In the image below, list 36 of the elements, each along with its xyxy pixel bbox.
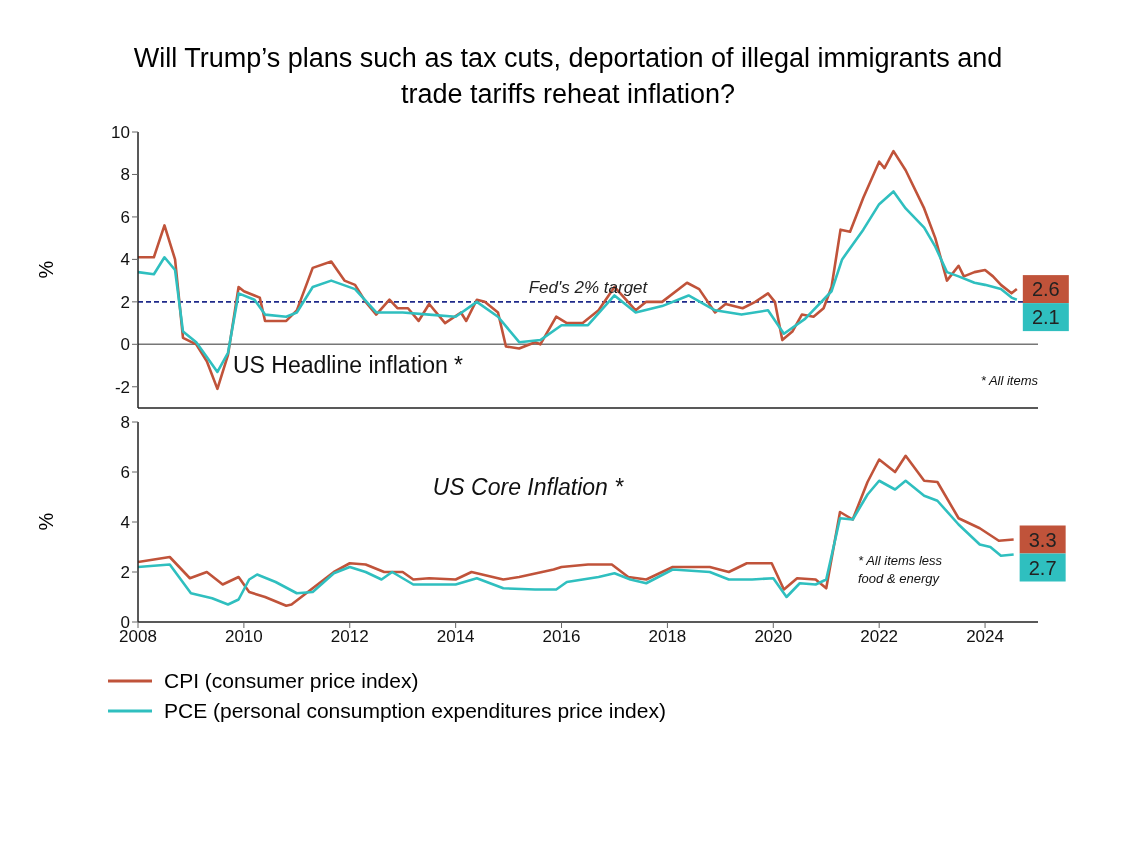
annotation: US Core Inflation *	[432, 473, 624, 502]
x-tick-label: 2016	[542, 627, 581, 647]
line-series	[138, 190, 1019, 374]
x-tick-label: 2010	[224, 627, 263, 647]
legend-label: CPI (consumer price index)	[164, 669, 419, 693]
y-tick-label: 8	[120, 413, 130, 433]
x-tick-label: 2012	[330, 627, 369, 647]
x-tick-label: 2024	[966, 627, 1004, 647]
line-series	[138, 479, 1015, 606]
data-label: 2.1	[1031, 306, 1060, 329]
y-tick-label: 2	[120, 292, 130, 312]
annotation: US Headline inflation *	[232, 351, 464, 380]
ref-line-label: Fed's 2% target	[528, 277, 649, 297]
annotation: * All items less food & energy	[858, 552, 943, 588]
y-tick-label: 4	[120, 250, 130, 270]
chart-title: Will Trump’s plans such as tax cuts, deportation of illegal immigrants and trade tariffs reheat inflation?	[132, 42, 1004, 111]
x-tick-label: 2014	[436, 627, 475, 647]
y-tick-label: 10	[111, 123, 130, 143]
y-tick-label: 8	[120, 165, 130, 185]
x-tick-label: 2020	[754, 627, 793, 647]
x-tick-label: 2018	[648, 627, 687, 647]
y-tick-label: 2	[120, 563, 130, 583]
data-label: 2.7	[1028, 556, 1057, 579]
legend-label: PCE (personal consumption expenditures price index)	[164, 699, 666, 723]
y-tick-label: 6	[120, 207, 130, 227]
y-axis-title: %	[35, 512, 59, 531]
data-label: 3.3	[1028, 528, 1057, 551]
line-series	[138, 454, 1015, 608]
x-tick-label: 2022	[860, 627, 899, 647]
y-tick-label: 4	[120, 513, 130, 533]
data-label: 2.6	[1031, 278, 1060, 301]
annotation: * All items	[980, 372, 1038, 390]
y-tick-label: 6	[120, 463, 130, 483]
y-axis-title: %	[35, 260, 59, 279]
y-tick-label: 0	[120, 335, 130, 355]
y-tick-label: -2	[114, 377, 130, 397]
